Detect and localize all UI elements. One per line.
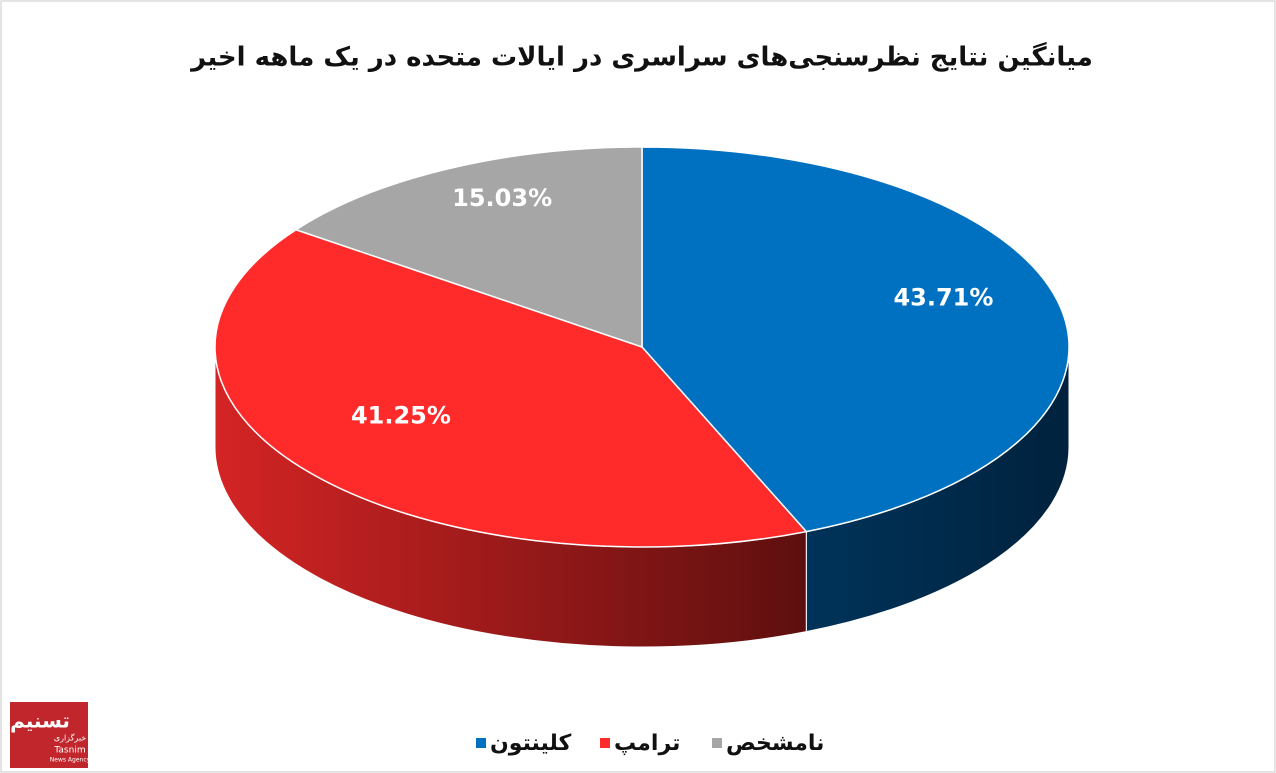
legend-label: نامشخص	[726, 731, 824, 756]
pie-slice	[641, 146, 1070, 533]
logo-box	[10, 702, 88, 768]
data-label: 43.71%	[893, 284, 993, 312]
logo-latin: Tasnim	[53, 746, 85, 756]
logo: تسنیم خبرگزاری Tasnim News Agency	[10, 702, 91, 768]
legend-swatch	[600, 738, 610, 748]
chart-title: میانگین نتایج نظرسنجی‌های سراسری در ایال…	[189, 42, 1093, 73]
legend-label: ترامپ	[614, 731, 680, 756]
pie-slice	[214, 228, 808, 548]
legend-label: کلینتون	[490, 731, 571, 756]
logo-sub: News Agency	[50, 757, 91, 764]
logo-agency: خبرگزاری	[54, 733, 86, 743]
legend-swatch	[712, 738, 722, 748]
data-label: 41.25%	[351, 401, 451, 429]
data-label: 15.03%	[452, 184, 552, 212]
logo-name: تسنیم	[10, 709, 70, 733]
pie-slice	[294, 146, 643, 349]
legend-swatch	[476, 738, 486, 748]
